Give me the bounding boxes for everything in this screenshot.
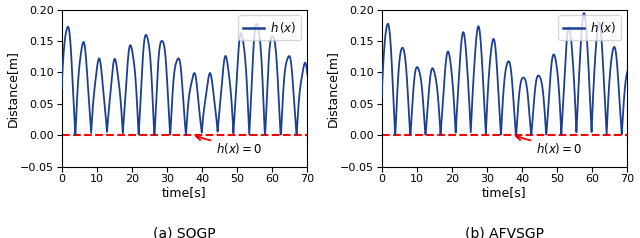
X-axis label: time[s]: time[s]: [162, 186, 207, 199]
Y-axis label: Distance[m]: Distance[m]: [326, 50, 339, 127]
Text: $h(x)=0$: $h(x)=0$: [516, 135, 582, 156]
Y-axis label: Distance[m]: Distance[m]: [6, 50, 19, 127]
X-axis label: time[s]: time[s]: [482, 186, 527, 199]
Text: (a) SOGP: (a) SOGP: [153, 226, 216, 238]
Text: (b) AFVSGP: (b) AFVSGP: [465, 226, 544, 238]
Legend: $h\,(x)$: $h\,(x)$: [558, 15, 621, 40]
Text: $h(x)=0$: $h(x)=0$: [196, 135, 262, 156]
Legend: $h\,(x)$: $h\,(x)$: [238, 15, 301, 40]
